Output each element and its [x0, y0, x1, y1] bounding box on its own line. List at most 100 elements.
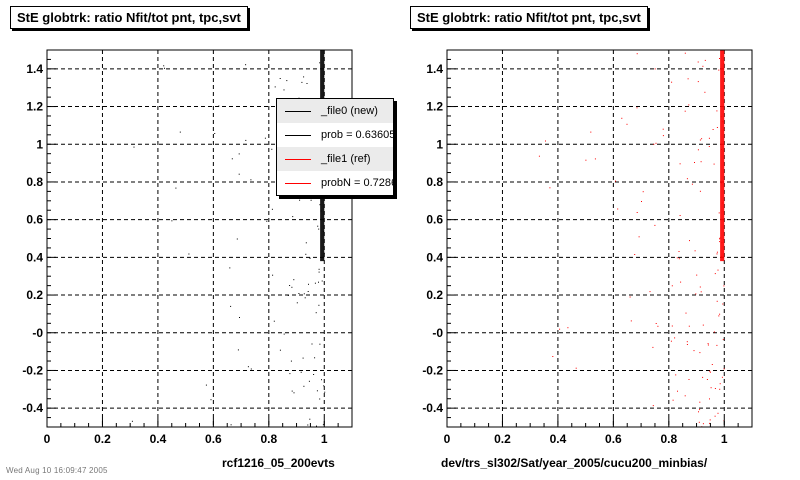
- data-point: [636, 107, 638, 109]
- data-point: [662, 128, 664, 130]
- data-point: [324, 391, 326, 393]
- data-point: [707, 343, 709, 345]
- data-point: [652, 405, 654, 407]
- data-point: [283, 89, 285, 91]
- data-point: [679, 215, 681, 216]
- data-point: [688, 325, 690, 327]
- legend-line: [285, 182, 311, 184]
- data-point: [642, 191, 644, 193]
- data-point: [292, 216, 294, 218]
- data-point: [698, 411, 699, 413]
- data-point: [671, 81, 673, 83]
- data-point: [305, 242, 307, 244]
- data-point: [231, 158, 233, 160]
- data-point: [310, 199, 312, 201]
- y-tick-label: 1.4: [26, 62, 43, 76]
- data-point: [634, 254, 636, 255]
- data-point: [672, 399, 674, 401]
- data-point: [684, 395, 686, 397]
- data-point: [318, 271, 320, 273]
- data-point: [654, 68, 656, 70]
- legend-label: prob = 0.636053: [321, 129, 394, 141]
- data-point: [716, 110, 718, 112]
- data-point: [719, 383, 721, 385]
- data-point: [719, 238, 720, 240]
- y-tick-label: -0: [32, 326, 43, 340]
- data-point: [702, 423, 704, 425]
- data-point: [684, 52, 686, 54]
- data-point: [676, 257, 678, 259]
- data-point: [678, 251, 680, 252]
- y-tick-label: -0.2: [422, 363, 443, 377]
- data-point: [702, 65, 704, 67]
- data-point: [287, 295, 289, 296]
- data-point: [293, 392, 295, 394]
- y-tick-label: 1.4: [426, 62, 443, 76]
- data-point: [693, 350, 695, 352]
- data-point: [318, 304, 320, 306]
- data-point: [175, 187, 177, 189]
- x-tick-label: 0.2: [94, 432, 111, 446]
- data-point: [323, 385, 325, 387]
- data-point: [701, 138, 703, 140]
- data-point: [210, 399, 212, 401]
- data-point: [230, 424, 232, 426]
- data-point: [559, 328, 561, 330]
- data-point: [709, 419, 711, 421]
- data-point: [621, 117, 623, 119]
- data-point: [708, 146, 710, 147]
- data-point: [712, 129, 714, 130]
- data-point: [699, 401, 701, 403]
- legend-line: [285, 110, 311, 112]
- x-tick-label: 0.2: [494, 432, 511, 446]
- data-point: [711, 364, 713, 365]
- data-point: [700, 161, 702, 163]
- data-point: [236, 238, 238, 240]
- data-point: [321, 408, 323, 409]
- x-tick-label: 0.6: [605, 432, 622, 446]
- right-x-axis-label: dev/trs_sl302/Sat/year_2005/cucu200_minb…: [441, 456, 708, 470]
- data-point: [686, 341, 688, 343]
- data-point: [319, 398, 321, 400]
- data-point: [283, 333, 285, 335]
- data-point: [710, 387, 712, 389]
- data-point: [719, 388, 721, 390]
- data-point: [617, 208, 619, 210]
- data-point: [649, 291, 651, 293]
- data-point: [318, 228, 320, 230]
- data-point: [230, 305, 232, 307]
- scatter-series: [538, 50, 725, 428]
- data-point: [163, 65, 165, 67]
- left-x-axis-label: rcf1216_05_200evts: [222, 456, 335, 470]
- data-point: [286, 80, 288, 82]
- y-tick-label: 0.6: [426, 213, 443, 227]
- data-point: [319, 62, 321, 64]
- data-point: [314, 282, 316, 284]
- data-point: [545, 140, 546, 142]
- data-point: [300, 371, 302, 373]
- data-point: [247, 366, 249, 368]
- data-point: [636, 53, 638, 55]
- data-point: [567, 327, 569, 329]
- data-point: [655, 142, 657, 144]
- data-point: [717, 269, 719, 271]
- legend-line: [285, 158, 311, 160]
- data-point: [680, 281, 682, 283]
- x-tick-label: 1: [321, 432, 328, 446]
- data-point: [615, 180, 616, 182]
- data-point: [699, 190, 701, 192]
- data-point: [694, 250, 696, 252]
- data-point: [675, 374, 677, 376]
- data-point: [238, 153, 240, 155]
- data-point: [671, 285, 673, 287]
- data-point: [626, 123, 628, 125]
- data-point: [716, 300, 718, 302]
- y-tick-label: 0.4: [26, 250, 43, 264]
- data-point: [697, 61, 699, 63]
- data-point: [590, 131, 592, 133]
- data-point: [630, 320, 632, 322]
- data-point: [316, 390, 318, 392]
- x-tick-label: 0.4: [550, 432, 567, 446]
- data-point: [218, 105, 220, 107]
- y-tick-label: -0.4: [22, 401, 43, 415]
